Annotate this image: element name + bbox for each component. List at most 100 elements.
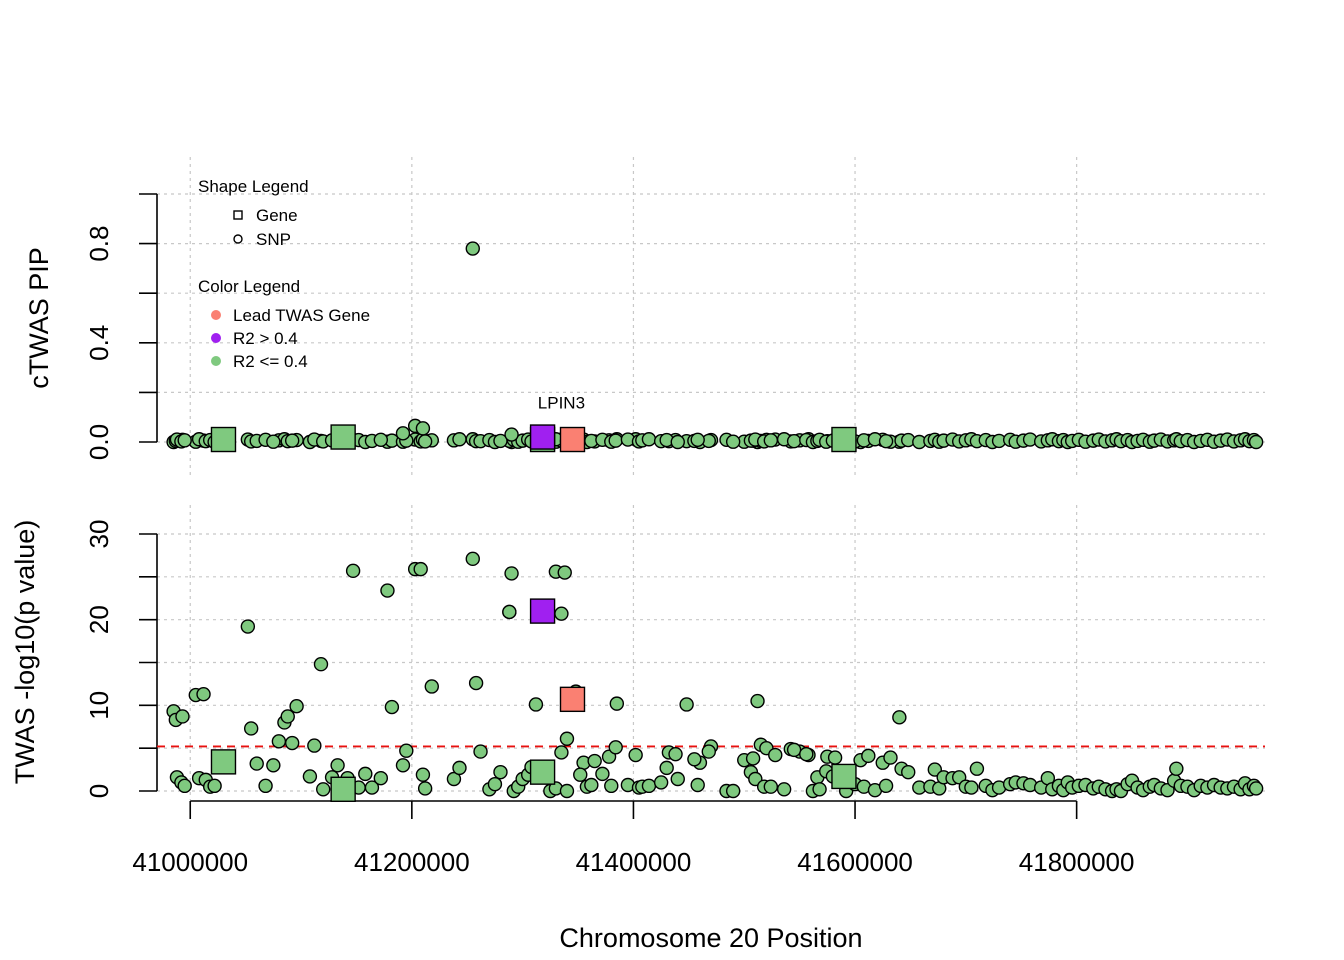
- legend-color-dot-icon: [211, 333, 221, 343]
- snp-point: [243, 721, 259, 736]
- snp-point: [827, 750, 843, 765]
- y-tick-label: 30: [84, 520, 114, 549]
- y-tick-label: 0.4: [84, 325, 114, 361]
- snp-point: [641, 778, 657, 794]
- snp-point: [528, 697, 544, 712]
- snp-point: [969, 761, 985, 776]
- snp-point: [502, 604, 517, 620]
- legend-square-icon: [233, 210, 243, 220]
- snp-point: [417, 781, 433, 796]
- snp-point: [608, 433, 623, 448]
- bottom-panel-points: [166, 551, 1264, 802]
- snp-point: [584, 777, 599, 793]
- snp-point: [468, 675, 484, 691]
- snp-point: [465, 551, 480, 567]
- snp-point: [670, 771, 685, 787]
- gene-point: [330, 776, 356, 802]
- snp-point: [313, 657, 329, 672]
- snp-point: [687, 752, 702, 767]
- snp-point: [861, 748, 876, 764]
- snp-point: [307, 738, 322, 753]
- snp-point: [609, 696, 625, 711]
- snp-point: [725, 783, 741, 799]
- snp-point: [373, 770, 389, 786]
- snp-point: [701, 744, 716, 759]
- snp-point: [554, 606, 569, 621]
- snp-point: [373, 432, 389, 447]
- snp-point: [452, 432, 467, 447]
- snp-point: [266, 434, 281, 449]
- snp-point: [1248, 781, 1264, 796]
- snp-point: [452, 760, 467, 776]
- snp-point: [750, 693, 765, 709]
- snp-point: [175, 709, 190, 724]
- snp-point: [177, 433, 192, 448]
- snp-point: [465, 241, 480, 256]
- snp-point: [399, 743, 414, 758]
- snp-point: [330, 758, 345, 773]
- snp-point: [504, 566, 519, 581]
- legend-shape-title: Shape Legend: [198, 177, 309, 196]
- top-panel-points: LPIN3: [166, 241, 1264, 453]
- snp-point: [504, 427, 519, 442]
- snp-point: [284, 735, 300, 751]
- legend-color-dot-icon: [211, 356, 221, 366]
- snp-point: [258, 778, 273, 794]
- legend-shape-label: SNP: [256, 230, 291, 249]
- bottom-y-axis-label: TWAS -log10(p value): [10, 520, 40, 785]
- snp-point: [786, 742, 802, 758]
- top-y-axis: 0.0 0.4 0.8 cTWAS PIP: [24, 193, 158, 460]
- snp-point: [384, 699, 400, 715]
- gene-point: [831, 426, 857, 453]
- snp-point: [786, 433, 802, 449]
- snp-point: [587, 753, 602, 769]
- x-tick-label: 41000000: [132, 847, 248, 877]
- snp-point: [280, 709, 295, 724]
- x-axis-label: Chromosome 20 Position: [559, 923, 862, 953]
- y-tick-label: 20: [84, 605, 114, 634]
- snp-point: [554, 745, 569, 760]
- snp-point: [415, 421, 431, 436]
- snp-point: [559, 731, 575, 746]
- snp-point: [559, 783, 575, 799]
- y-tick-label: 0: [84, 784, 114, 798]
- snp-point: [271, 734, 287, 749]
- snp-point: [266, 758, 281, 773]
- snp-point: [892, 710, 907, 725]
- gene-point: [831, 763, 857, 790]
- snp-point: [763, 433, 779, 448]
- snp-point: [493, 764, 508, 780]
- snp-point: [641, 432, 657, 447]
- snp-point: [1169, 761, 1184, 776]
- snp-point: [424, 679, 439, 694]
- snp-point: [557, 565, 572, 580]
- snp-point: [628, 747, 643, 763]
- legend-color-label: R2 > 0.4: [233, 329, 298, 348]
- snp-point: [763, 779, 779, 794]
- snp-point: [668, 746, 683, 762]
- gene-point: [529, 424, 556, 450]
- gene-point: [330, 424, 356, 450]
- snp-point: [487, 776, 503, 792]
- gene-annotation-label: LPIN3: [538, 393, 585, 412]
- snp-point: [413, 561, 428, 577]
- gene-point: [559, 426, 586, 453]
- snp-point: [653, 775, 669, 790]
- snp-point: [177, 778, 192, 794]
- snp-point: [196, 686, 211, 702]
- snp-point: [284, 433, 300, 448]
- y-tick-label: 0.0: [84, 424, 114, 460]
- snp-point: [358, 766, 373, 782]
- snp-point: [249, 756, 264, 771]
- snp-point: [679, 697, 694, 712]
- snp-point: [776, 782, 792, 797]
- legend-color-label: Lead TWAS Gene: [233, 306, 370, 325]
- gene-point: [210, 426, 237, 453]
- legend: Shape Legend Gene SNP Color Legend Lead TWAS…: [198, 177, 370, 371]
- gene-point: [529, 598, 556, 624]
- top-y-axis-label: cTWAS PIP: [24, 247, 54, 389]
- snp-point: [415, 767, 431, 782]
- snp-point: [799, 746, 814, 762]
- snp-point: [690, 432, 705, 447]
- snp-point: [608, 740, 623, 755]
